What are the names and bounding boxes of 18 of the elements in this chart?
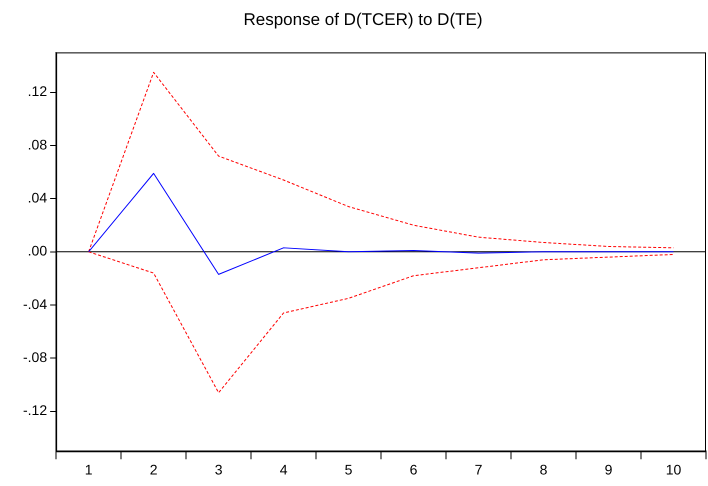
x-tick-label: 9: [604, 461, 613, 478]
x-tick-label: 8: [540, 461, 548, 478]
chart-title: Response of D(TCER) to D(TE): [244, 10, 482, 29]
y-tick-label: .04: [28, 189, 48, 206]
x-tick-label: 10: [666, 461, 682, 478]
x-tick-label: 3: [214, 461, 223, 478]
x-tick-label: 1: [84, 461, 93, 478]
y-tick-label: .00: [28, 242, 48, 259]
x-tick-label: 4: [280, 461, 288, 478]
y-tick-label: -.04: [23, 296, 48, 312]
x-tick-label: 2: [150, 461, 158, 478]
y-tick-label: .12: [28, 83, 48, 100]
y-tick-label: -.12: [23, 402, 48, 418]
y-tick-label: -.08: [23, 349, 48, 366]
x-tick-label: 6: [410, 461, 418, 478]
x-tick-label: 7: [474, 461, 483, 478]
x-tick-label: 5: [344, 461, 353, 478]
y-tick-label: .08: [28, 136, 48, 152]
